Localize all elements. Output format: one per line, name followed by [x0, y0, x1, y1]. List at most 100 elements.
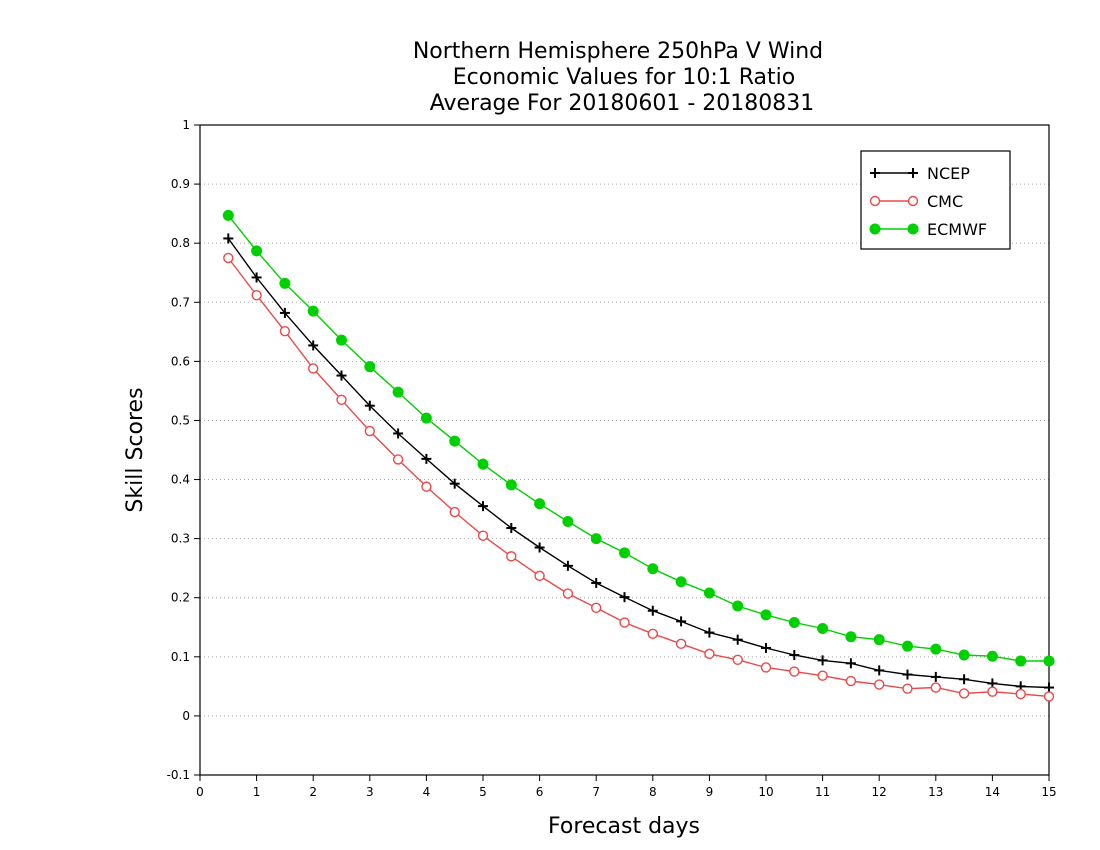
legend-swatch-marker	[907, 195, 919, 207]
cmc-point	[223, 252, 234, 264]
legend-swatch-marker	[907, 223, 919, 235]
ecmwf-point	[675, 576, 687, 588]
ecmwf-point	[958, 649, 970, 661]
ncep-point	[336, 370, 347, 381]
ncep-point	[421, 453, 432, 464]
ecmwf-point	[703, 587, 715, 599]
legend-swatch-marker	[870, 168, 880, 178]
legend-item-ecmwf: ECMWF	[869, 220, 987, 239]
legend-item-cmc: CMC	[869, 192, 963, 211]
y-tick-label: 0.9	[171, 177, 190, 191]
y-tick-label: 0.8	[171, 236, 190, 250]
cmc-point	[647, 628, 658, 639]
ncep-point	[959, 674, 970, 685]
ecmwf-point	[930, 643, 942, 655]
ncep-point	[506, 523, 517, 533]
cmc-point	[760, 662, 772, 673]
ncep-point	[874, 665, 885, 676]
ncep-point	[789, 650, 800, 661]
ecmwf-point	[590, 533, 602, 545]
plot-frame	[199, 124, 1050, 776]
x-tick-label: 10	[758, 785, 773, 799]
ecmwf-point	[562, 516, 574, 527]
ncep-point	[223, 233, 234, 244]
y-tick-label: 0	[182, 709, 190, 723]
cmc-point	[534, 570, 545, 582]
ecmwf-point	[788, 617, 800, 629]
y-tick-label: 0.6	[171, 354, 190, 368]
legend-swatch-marker	[869, 195, 881, 207]
ecmwf-point	[1043, 655, 1055, 667]
cmc-point	[704, 648, 715, 660]
y-axis-label: Skill Scores	[123, 387, 148, 512]
cmc-point	[591, 602, 602, 613]
series-ecmwf	[222, 209, 1055, 667]
x-tick-label: 3	[366, 785, 374, 799]
axes	[194, 124, 1050, 781]
ecmwf-point	[392, 386, 404, 398]
ncep-point	[704, 627, 715, 638]
cmc-point	[421, 481, 432, 492]
cmc-point	[874, 679, 885, 690]
legend-label: ECMWF	[927, 220, 987, 239]
ncep-point	[478, 501, 488, 512]
ncep-point	[308, 340, 319, 351]
cmc-point	[619, 617, 630, 628]
ncep-point	[279, 307, 290, 318]
ncep-point	[845, 658, 856, 669]
ncep-point	[902, 669, 913, 680]
legend-item-ncep: NCEP	[870, 164, 970, 183]
ncep-point	[930, 671, 941, 682]
ecmwf-line	[227, 214, 1049, 662]
ncep-point	[449, 478, 460, 489]
y-tick-label: 0.7	[171, 295, 190, 309]
legend-label: NCEP	[927, 164, 970, 183]
ncep-point	[534, 542, 545, 553]
cmc-point	[336, 394, 347, 405]
legend-swatch-marker	[908, 168, 918, 178]
ecmwf-point	[647, 563, 659, 575]
x-tick-label: 9	[706, 785, 714, 799]
cmc-point	[308, 363, 319, 374]
x-tick-label: 14	[985, 785, 1000, 799]
ecmwf-point	[534, 498, 546, 510]
ecmwf-point	[420, 412, 432, 424]
ncep-point	[1044, 682, 1054, 693]
x-tick-label: 15	[1041, 785, 1056, 799]
cmc-point	[817, 670, 828, 681]
ecmwf-point	[505, 479, 517, 491]
ecmwf-point	[449, 435, 461, 447]
cmc-point	[732, 654, 743, 665]
cmc-point	[279, 326, 291, 337]
tick-labels: -0.100.10.20.30.40.50.60.70.80.910 1 2 3 4 5 6…	[167, 118, 1057, 799]
y-tick-label: 0.5	[171, 413, 190, 427]
ecmwf-point	[732, 600, 744, 612]
x-tick-label: 5	[479, 785, 487, 799]
legend-swatch-marker	[869, 223, 881, 235]
ncep-point	[817, 655, 828, 666]
ncep-point	[647, 605, 658, 616]
series	[222, 209, 1055, 702]
ncep-point	[761, 642, 771, 653]
ncep-point	[619, 592, 630, 603]
ecmwf-point	[873, 634, 885, 646]
x-tick-label: 6	[536, 785, 544, 799]
ecmwf-point	[760, 609, 772, 621]
series-ncep	[223, 233, 1054, 693]
y-tick-label: 0.2	[171, 591, 190, 605]
y-tick-label: 0.4	[171, 473, 190, 487]
title-line-3: Average For 20180601 - 20180831	[430, 91, 815, 116]
y-tick-label: 1	[182, 118, 190, 132]
legend: NCEP CMC ECMWF	[860, 150, 1011, 250]
cmc-point	[251, 289, 262, 301]
ecmwf-point	[817, 622, 829, 634]
ncep-point	[393, 428, 404, 439]
x-tick-label: 1	[253, 785, 261, 799]
cmc-point	[506, 551, 517, 562]
x-axis-label: Forecast days	[548, 814, 700, 839]
ncep-point	[732, 634, 743, 645]
y-tick-label: -0.1	[167, 768, 190, 782]
title-line-1: Northern Hemisphere 250hPa V Wind	[413, 39, 823, 64]
chart-title: Northern Hemisphere 250hPa V Wind Econom…	[413, 39, 823, 116]
